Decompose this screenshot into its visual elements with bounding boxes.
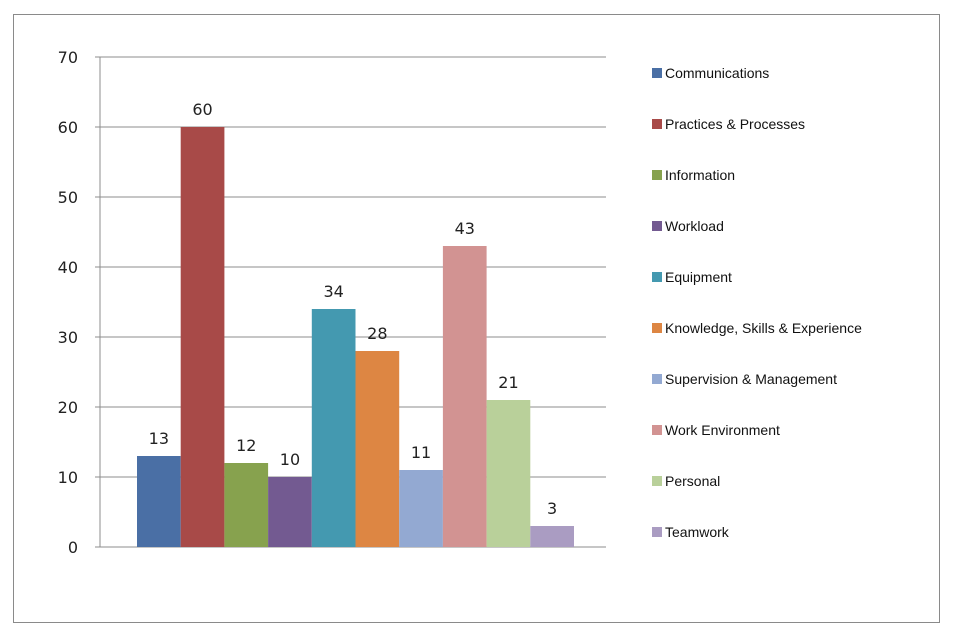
- data-label: 60: [192, 100, 212, 119]
- bar-information: [224, 463, 269, 547]
- legend-label: Workload: [665, 218, 724, 234]
- legend-swatch: [652, 68, 662, 78]
- legend-swatch: [652, 323, 662, 333]
- legend-label: Supervision & Management: [665, 371, 837, 387]
- legend-item: Equipment: [652, 269, 732, 285]
- legend-item: Supervision & Management: [652, 371, 837, 387]
- legend-item: Personal: [652, 473, 720, 489]
- legend-swatch: [652, 374, 662, 384]
- y-tick-label: 60: [58, 118, 78, 137]
- y-tick-label: 70: [58, 48, 78, 67]
- data-label: 3: [547, 499, 557, 518]
- legend-item: Work Environment: [652, 422, 780, 438]
- legend: Communications Practices & Processes Infor…: [652, 65, 862, 540]
- legend-label: Teamwork: [665, 524, 730, 540]
- data-label: 34: [323, 282, 343, 301]
- bar-supervision-management: [399, 470, 443, 547]
- legend-swatch: [652, 527, 662, 537]
- data-label: 13: [149, 429, 169, 448]
- legend-label: Communications: [665, 65, 769, 81]
- legend-swatch: [652, 221, 662, 231]
- bar-teamwork: [530, 526, 574, 547]
- legend-label: Equipment: [665, 269, 732, 285]
- legend-item: Workload: [652, 218, 724, 234]
- y-tick-label: 30: [58, 328, 78, 347]
- bar-workload: [268, 477, 312, 547]
- data-label: 21: [498, 373, 518, 392]
- legend-label: Knowledge, Skills & Experience: [665, 320, 862, 336]
- legend-label: Personal: [665, 473, 720, 489]
- data-label: 10: [280, 450, 300, 469]
- bar-communications: [137, 456, 181, 547]
- y-tick-label: 10: [58, 468, 78, 487]
- bars: [137, 127, 574, 547]
- bar-practices-processes: [180, 127, 225, 547]
- legend-label: Information: [665, 167, 735, 183]
- data-label: 12: [236, 436, 256, 455]
- y-tick-label: 40: [58, 258, 78, 277]
- y-tick-label: 0: [68, 538, 78, 557]
- legend-swatch: [652, 476, 662, 486]
- legend-swatch: [652, 170, 662, 180]
- data-label: 11: [411, 443, 431, 462]
- y-tick-label: 50: [58, 188, 78, 207]
- bar-equipment: [311, 309, 356, 547]
- legend-item: Practices & Processes: [652, 116, 805, 132]
- legend-label: Work Environment: [665, 422, 780, 438]
- bar-work-environment: [442, 246, 487, 547]
- legend-swatch: [652, 119, 662, 129]
- data-label: 28: [367, 324, 387, 343]
- data-labels: 13 60 12 10 34 28 11 43 21 3: [149, 100, 558, 518]
- legend-item: Communications: [652, 65, 769, 81]
- data-label: 43: [455, 219, 475, 238]
- legend-swatch: [652, 425, 662, 435]
- legend-item: Knowledge, Skills & Experience: [652, 320, 862, 336]
- legend-item: Information: [652, 167, 735, 183]
- bar-knowledge-skills-experience: [355, 351, 400, 547]
- legend-item: Teamwork: [652, 524, 730, 540]
- legend-label: Practices & Processes: [665, 116, 805, 132]
- legend-swatch: [652, 272, 662, 282]
- bar-personal: [486, 400, 531, 547]
- y-tick-label: 20: [58, 398, 78, 417]
